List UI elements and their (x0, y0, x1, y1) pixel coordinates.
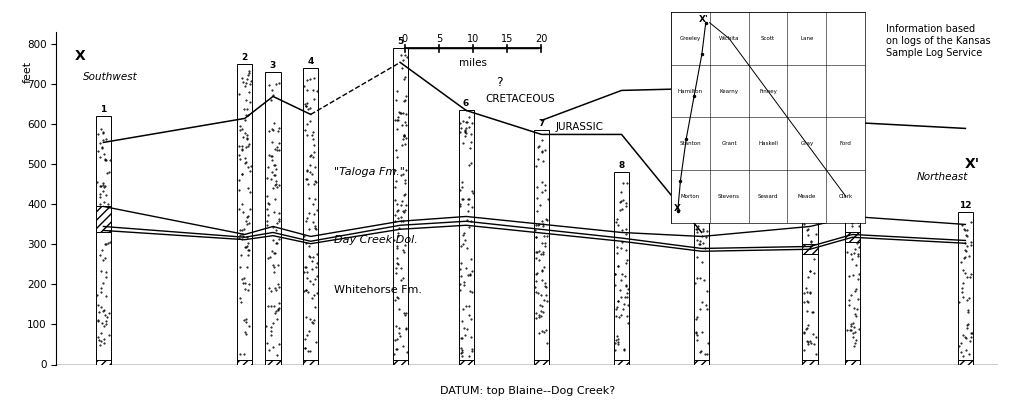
Text: 11: 11 (846, 181, 859, 190)
Text: Day Creek Dol.: Day Creek Dol. (334, 235, 418, 245)
Text: Scott: Scott (761, 36, 775, 41)
Text: 6: 6 (463, 99, 469, 109)
Text: 20: 20 (536, 34, 548, 44)
Text: Northeast: Northeast (916, 173, 969, 182)
Bar (96, 116, 111, 364)
Bar (803, 245, 817, 254)
Text: JURASSIC: JURASSIC (556, 122, 603, 132)
Text: Haskell: Haskell (758, 141, 778, 146)
Text: Wichita: Wichita (719, 36, 739, 41)
Bar (845, 232, 860, 243)
Text: Lane: Lane (800, 36, 814, 41)
Bar (96, 207, 111, 232)
Text: Whitehorse Fm.: Whitehorse Fm. (334, 286, 422, 296)
Text: X': X' (965, 158, 980, 171)
Bar (392, 49, 408, 365)
Text: Finney: Finney (759, 89, 777, 94)
Bar (614, 360, 629, 364)
Text: Information based
on logs of the Kansas
Sample Log Service: Information based on logs of the Kansas … (886, 24, 990, 58)
Bar (803, 200, 817, 364)
Bar (265, 72, 281, 365)
Bar (303, 360, 318, 364)
Text: Stanton: Stanton (679, 141, 701, 146)
Text: Morton: Morton (681, 194, 699, 199)
Text: ?: ? (496, 77, 503, 90)
Y-axis label: feet: feet (23, 61, 33, 83)
Bar (459, 111, 474, 364)
Bar (957, 360, 973, 364)
Text: X': X' (699, 15, 709, 23)
Text: 3: 3 (270, 62, 276, 70)
Bar (96, 360, 111, 364)
Bar (845, 360, 860, 364)
Text: 10: 10 (804, 190, 816, 198)
Text: 10: 10 (467, 34, 479, 44)
Text: 4: 4 (307, 58, 314, 66)
Text: Greeley: Greeley (680, 36, 700, 41)
Bar (694, 160, 710, 364)
Text: Hamilton: Hamilton (678, 89, 702, 94)
Bar (459, 360, 474, 364)
Text: X: X (674, 204, 681, 213)
Bar (392, 360, 408, 364)
Text: "Taloga Fm.": "Taloga Fm." (334, 167, 406, 177)
Text: Meade: Meade (798, 194, 816, 199)
Text: CRETACEOUS: CRETACEOUS (485, 94, 555, 104)
Bar (694, 360, 710, 364)
Text: Clark: Clark (839, 194, 853, 199)
Text: 12: 12 (959, 201, 972, 211)
Text: Kearny: Kearny (720, 89, 738, 94)
Text: Stevens: Stevens (718, 194, 740, 199)
Bar (534, 130, 549, 364)
Bar (238, 360, 252, 364)
Text: 8: 8 (618, 162, 625, 171)
Bar (803, 360, 817, 364)
Text: 15: 15 (501, 34, 513, 44)
Bar (265, 360, 281, 364)
Text: DATUM: top Blaine--Dog Creek?: DATUM: top Blaine--Dog Creek? (439, 386, 615, 396)
Text: 2: 2 (242, 53, 248, 62)
Text: 1: 1 (100, 105, 106, 115)
Bar (614, 173, 629, 364)
Text: Grant: Grant (721, 141, 737, 146)
Bar (238, 64, 252, 364)
Bar (303, 68, 318, 364)
Text: 5: 5 (436, 34, 442, 44)
Text: Southwest: Southwest (83, 72, 137, 82)
Text: Gray: Gray (801, 141, 813, 146)
Text: 9: 9 (698, 149, 705, 158)
Text: Seward: Seward (758, 194, 778, 199)
Text: 7: 7 (539, 119, 545, 128)
Text: 0: 0 (401, 34, 408, 44)
Bar (534, 360, 549, 364)
Text: Ford: Ford (840, 141, 852, 146)
Bar (845, 192, 860, 364)
Bar (957, 213, 973, 364)
Text: 5: 5 (397, 37, 403, 47)
Text: miles: miles (459, 58, 487, 68)
Text: X: X (75, 49, 85, 64)
